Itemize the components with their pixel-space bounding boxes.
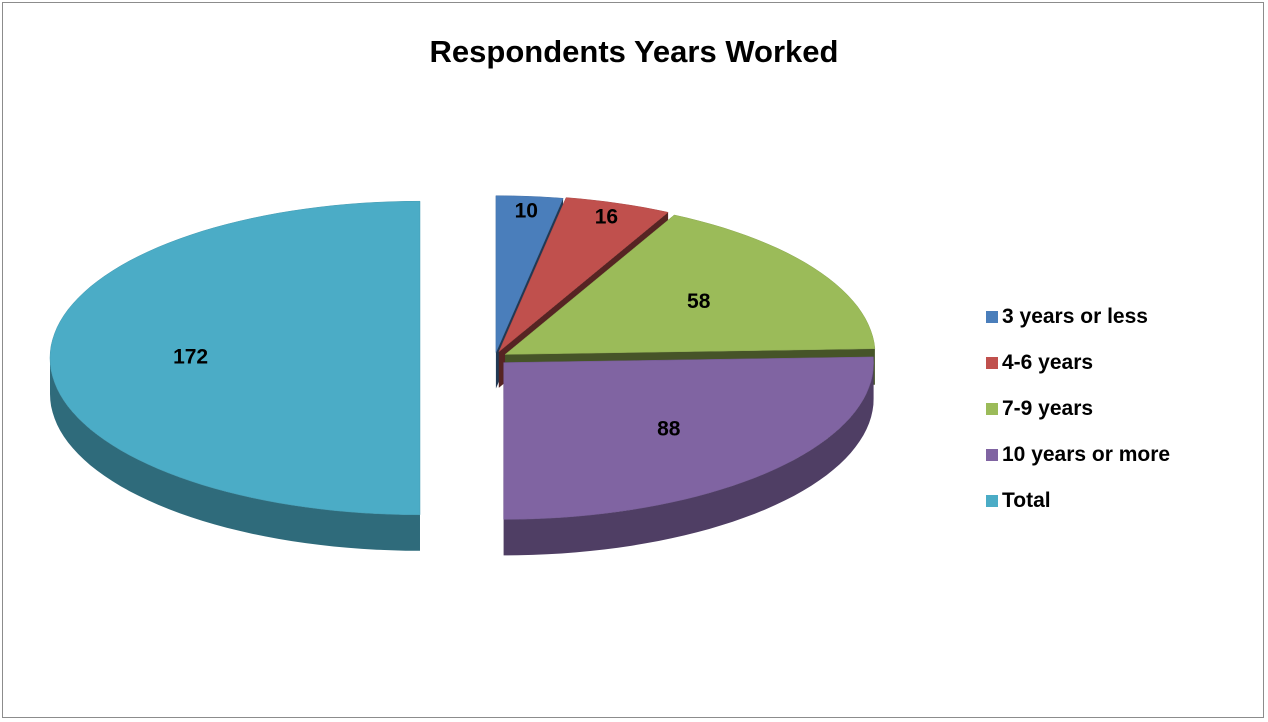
pie-slice-7-9-years (504, 214, 876, 355)
pie-slice-side-total (50, 358, 420, 551)
legend-item-4-6-years: 4-6 years (986, 340, 1170, 386)
pie-chart: 10 16 58 88 172 (49, 195, 876, 556)
legend: 3 years or less 4-6 years 7-9 years 10 year… (986, 294, 1170, 524)
data-label-7-9-years: 58 (687, 290, 711, 313)
pie-slice-total (49, 200, 421, 516)
pie-slice-3-years-or-less (495, 195, 564, 353)
legend-item-3-years-or-less: 3 years or less (986, 294, 1170, 340)
legend-swatch-7-9-years (986, 403, 998, 415)
data-label-10-years-or-more: 88 (657, 418, 681, 441)
legend-label-total: Total (1002, 489, 1051, 512)
pie-slice-10-years-or-more (503, 356, 874, 520)
legend-label-10-years-or-more: 10 years or more (1002, 443, 1171, 466)
pie-slice-side-10-years-or-more (503, 362, 874, 556)
legend-label-4-6-years: 4-6 years (1002, 351, 1094, 374)
legend-swatch-10-years-or-more (986, 449, 998, 461)
data-label-3-years-or-less: 10 (515, 200, 538, 223)
legend-label-7-9-years: 7-9 years (1002, 397, 1094, 420)
data-label-4-6-years: 16 (595, 206, 618, 229)
legend-swatch-4-6-years (986, 357, 998, 369)
legend-item-total: Total (986, 478, 1170, 524)
chart-title: Respondents Years Worked (429, 34, 839, 69)
legend-item-7-9-years: 7-9 years (986, 386, 1170, 432)
pie-slice-4-6-years (498, 197, 669, 352)
data-label-total: 172 (173, 346, 208, 369)
legend-swatch-total (986, 495, 998, 507)
legend-label-3-years-or-less: 3 years or less (1002, 305, 1148, 328)
legend-item-10-years-or-more: 10 years or more (986, 432, 1170, 478)
legend-swatch-3-years-or-less (986, 311, 998, 323)
